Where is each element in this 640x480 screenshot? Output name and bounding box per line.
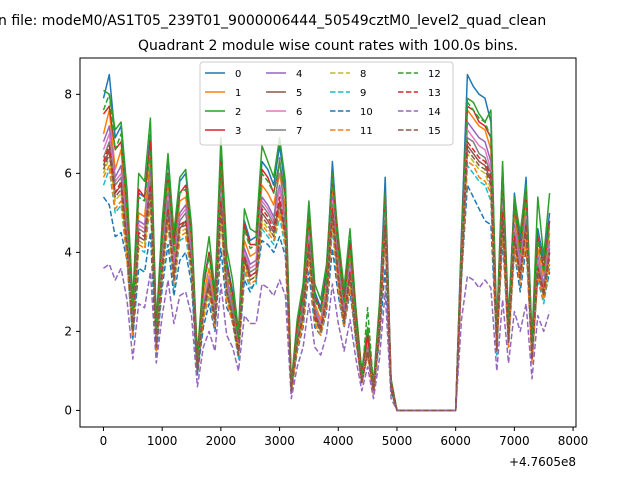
- series-line-13: [102, 141, 551, 412]
- legend-label-2: 2: [235, 107, 241, 118]
- chart-title: Quadrant 2 module wise count rates with …: [138, 38, 518, 54]
- series-line-11: [102, 160, 551, 412]
- legend-label-15: 15: [428, 126, 441, 137]
- legend-label-10: 10: [360, 107, 373, 118]
- legend-box: [199, 61, 454, 146]
- legend-label-12: 12: [428, 69, 441, 80]
- x-tick-label: 6000: [440, 434, 471, 448]
- x-tick-label: 7000: [499, 434, 530, 448]
- legend-label-11: 11: [360, 126, 373, 137]
- x-tick-label: 0: [100, 434, 108, 448]
- x-tick-label: 2000: [206, 434, 237, 448]
- figure-suptitle: n file: modeM0/AS1T05_239T01_9000006444_…: [0, 13, 546, 29]
- x-tick-label: 5000: [382, 434, 413, 448]
- y-tick-label: 2: [64, 324, 72, 338]
- x-axis-ticks: 0 1000 2000 3000 4000 5000 6000 7000 8000: [100, 427, 589, 448]
- x-tick-label: 1000: [147, 434, 178, 448]
- y-axis-ticks: 0 2 4 6 8: [64, 87, 80, 417]
- x-tick-label: 4000: [323, 434, 354, 448]
- y-tick-label: 6: [64, 166, 72, 180]
- axes-frame: [79, 57, 577, 428]
- legend-label-0: 0: [235, 69, 241, 80]
- legend-label-6: 6: [296, 107, 302, 118]
- series-line-14: [103, 263, 551, 412]
- legend-label-1: 1: [235, 88, 241, 99]
- y-tick-label: 4: [64, 245, 72, 259]
- legend-label-4: 4: [296, 69, 302, 80]
- y-tick-label: 8: [64, 87, 72, 101]
- series-layer: [102, 73, 551, 412]
- legend-label-7: 7: [296, 126, 302, 137]
- legend-label-3: 3: [235, 126, 241, 137]
- legend-label-8: 8: [360, 69, 366, 80]
- legend-label-14: 14: [428, 107, 441, 118]
- x-tick-label: 3000: [264, 434, 295, 448]
- series-line-15: [102, 148, 551, 412]
- legend-label-13: 13: [428, 88, 441, 99]
- x-tick-label: 8000: [558, 434, 589, 448]
- x-offset-label: +4.7605e8: [509, 455, 576, 469]
- y-tick-label: 0: [64, 403, 72, 417]
- legend-label-5: 5: [296, 88, 302, 99]
- legend-label-9: 9: [360, 88, 366, 99]
- series-line-10: [102, 184, 551, 412]
